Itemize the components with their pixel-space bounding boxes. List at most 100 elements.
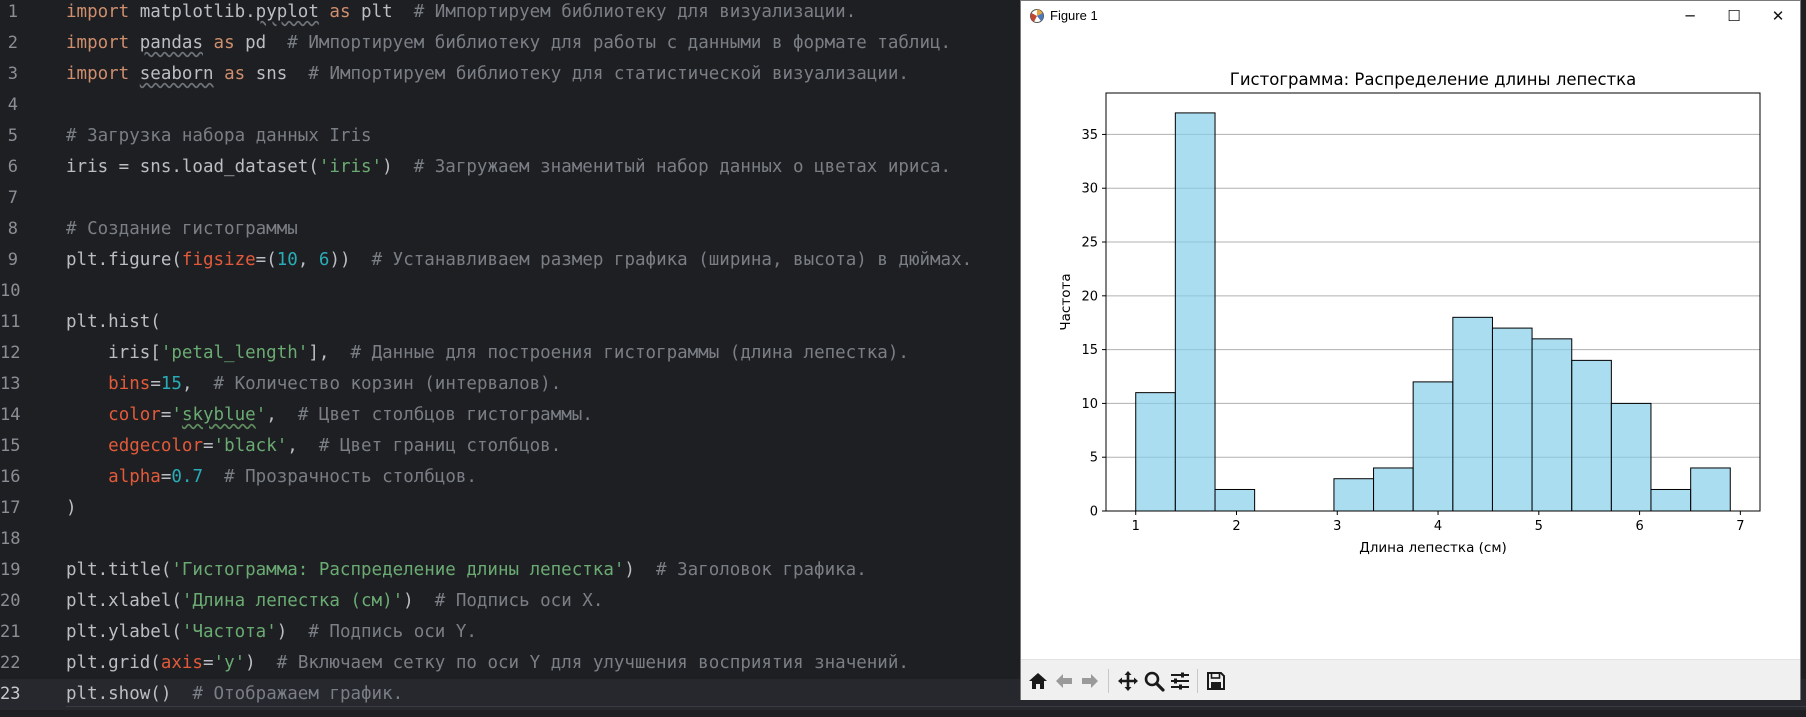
code-line[interactable]: 14 color='skyblue', # Цвет столбцов гист… [0, 400, 1806, 431]
code-token: plt.show() [66, 684, 193, 704]
code-text: import matplotlib.pyplot as plt # Импорт… [66, 0, 856, 28]
code-token: ' [255, 405, 267, 425]
code-token [129, 33, 140, 53]
code-line[interactable]: 1 import matplotlib.pyplot as plt # Импор… [0, 0, 1806, 28]
minimize-button[interactable]: ─ [1668, 1, 1712, 31]
histogram-bar [1135, 392, 1176, 512]
code-token: skyblue [181, 405, 256, 425]
code-token: plt.xlabel( [66, 591, 182, 611]
code-token: ], [308, 343, 351, 363]
figure-window[interactable]: Figure 1 ─ ☐ ✕ 0 5 10 15 20 25 30 35 1 2 3 4 5 6 7 Гист… [1020, 0, 1801, 700]
code-token: # Загружаем знаменитый набор данных о цв… [413, 157, 952, 177]
code-token: iris[ [66, 343, 161, 363]
code-line[interactable]: 16 alpha=0.7 # Прозрачность столбцов. [0, 462, 1806, 493]
code-token: plt.hist( [66, 312, 161, 332]
navigation-toolbar [1021, 659, 1800, 700]
code-token: plt.ylabel( [66, 622, 182, 642]
code-token: figsize [181, 250, 256, 270]
histogram-bar [1333, 478, 1375, 512]
code-token: # Отображаем график. [192, 684, 404, 704]
line-number: 10 [0, 281, 21, 301]
y-tick-label: 30 [1081, 182, 1098, 197]
code-token: ) [382, 157, 414, 177]
code-token: 'Частота' [181, 622, 277, 642]
line-number: 1 [7, 2, 18, 22]
code-token: 'iris' [318, 157, 383, 177]
code-token: 'Гистограмма: Распределение длины лепест… [171, 560, 625, 580]
pan-icon [1118, 671, 1138, 691]
line-number: 5 [7, 126, 18, 146]
window-titlebar[interactable]: Figure 1 ─ ☐ ✕ [1021, 1, 1800, 31]
configure-subplots-button[interactable] [1167, 668, 1193, 694]
back-button[interactable] [1051, 668, 1077, 694]
line-number: 21 [0, 622, 21, 642]
code-line[interactable]: 21 plt.ylabel('Частота') # Подпись оси Y. [0, 617, 1806, 648]
code-token: =( [255, 250, 277, 270]
code-line[interactable]: 20 plt.xlabel('Длина лепестка (см)') # По… [0, 586, 1806, 617]
x-tick-label: 7 [1736, 519, 1744, 534]
code-token: = [202, 436, 214, 456]
line-number: 17 [0, 498, 21, 518]
code-text: plt.xlabel('Длина лепестка (см)') # Подп… [66, 586, 603, 617]
code-token: alpha [108, 467, 161, 487]
forward-button[interactable] [1077, 668, 1103, 694]
code-token: plt.grid( [66, 653, 161, 673]
code-text: plt.grid(axis='y') # Включаем сетку по о… [66, 648, 909, 679]
code-text: iris = sns.load_dataset('iris') # Загруж… [66, 152, 951, 183]
code-line[interactable]: 7 [0, 183, 1806, 214]
code-token: pandas [139, 33, 203, 53]
code-token: color [108, 405, 161, 425]
y-tick-label: 5 [1090, 451, 1098, 466]
line-number: 3 [7, 64, 18, 84]
save-icon [1207, 672, 1225, 690]
code-line[interactable]: 9 plt.figure(figsize=(10, 6)) # Устанавли… [0, 245, 1806, 276]
zoom-button[interactable] [1141, 668, 1167, 694]
y-tick-label: 0 [1090, 505, 1098, 520]
code-token: ) [276, 622, 309, 642]
code-line[interactable]: 8 # Создание гистограммы [0, 214, 1806, 245]
code-line[interactable]: 12 iris['petal_length'], # Данные для по… [0, 338, 1806, 369]
code-line[interactable]: 5 # Загрузка набора данных Iris [0, 121, 1806, 152]
code-line[interactable]: 13 bins=15, # Количество корзин (интерва… [0, 369, 1806, 400]
code-token: # Подпись оси X. [434, 591, 604, 611]
histogram-bar [1174, 112, 1216, 512]
code-token: # Импортируем библиотеку для работы с да… [287, 33, 952, 53]
pan-button[interactable] [1115, 668, 1141, 694]
plot-canvas[interactable]: 0 5 10 15 20 25 30 35 1 2 3 4 5 6 7 Гистограмма: Распре… [1021, 31, 1800, 659]
code-token [319, 2, 330, 22]
maximize-button[interactable]: ☐ [1712, 1, 1756, 31]
code-token: # Загрузка набора данных Iris [66, 126, 372, 146]
code-token: , [181, 374, 214, 394]
code-token: import [66, 64, 130, 84]
line-number: 20 [0, 591, 21, 611]
code-token: ' [171, 405, 182, 425]
save-button[interactable] [1203, 668, 1229, 694]
code-line[interactable]: 22 plt.grid(axis='y') # Включаем сетку по… [0, 648, 1806, 679]
code-line[interactable]: 6 iris = sns.load_dataset('iris') # Загру… [0, 152, 1806, 183]
code-line[interactable]: 10 [0, 276, 1806, 307]
code-token: bins [108, 374, 151, 394]
code-token [129, 64, 140, 84]
code-line[interactable]: 18 [0, 524, 1806, 555]
home-button[interactable] [1025, 668, 1051, 694]
code-text: iris['petal_length'], # Данные для постр… [66, 338, 909, 369]
code-line[interactable]: 17) [0, 493, 1806, 524]
histogram-bar [1690, 467, 1731, 512]
code-line[interactable]: 4 [0, 90, 1806, 121]
code-token: # Данные для построения гистограммы (дли… [350, 343, 909, 363]
line-number: 8 [7, 219, 18, 239]
code-text: plt.figure(figsize=(10, 6)) # Устанавлив… [66, 245, 972, 276]
close-button[interactable]: ✕ [1756, 1, 1800, 31]
code-text: ) [66, 493, 77, 524]
line-number: 12 [0, 343, 21, 363]
code-line[interactable]: 19 plt.title('Гистограмма: Распределение … [0, 555, 1806, 586]
code-token: = [150, 374, 161, 394]
x-tick-label: 4 [1434, 519, 1442, 534]
code-line[interactable]: 11 plt.hist( [0, 307, 1806, 338]
code-token: ) [245, 653, 277, 673]
code-line[interactable]: 3 import seaborn as sns # Импортируем биб… [0, 59, 1806, 90]
code-token: axis [160, 653, 203, 673]
code-line[interactable]: 15 edgecolor='black', # Цвет границ стол… [0, 431, 1806, 462]
code-line[interactable]: 2 import pandas as pd # Импортируем библи… [0, 28, 1806, 59]
code-token: ) [403, 591, 435, 611]
